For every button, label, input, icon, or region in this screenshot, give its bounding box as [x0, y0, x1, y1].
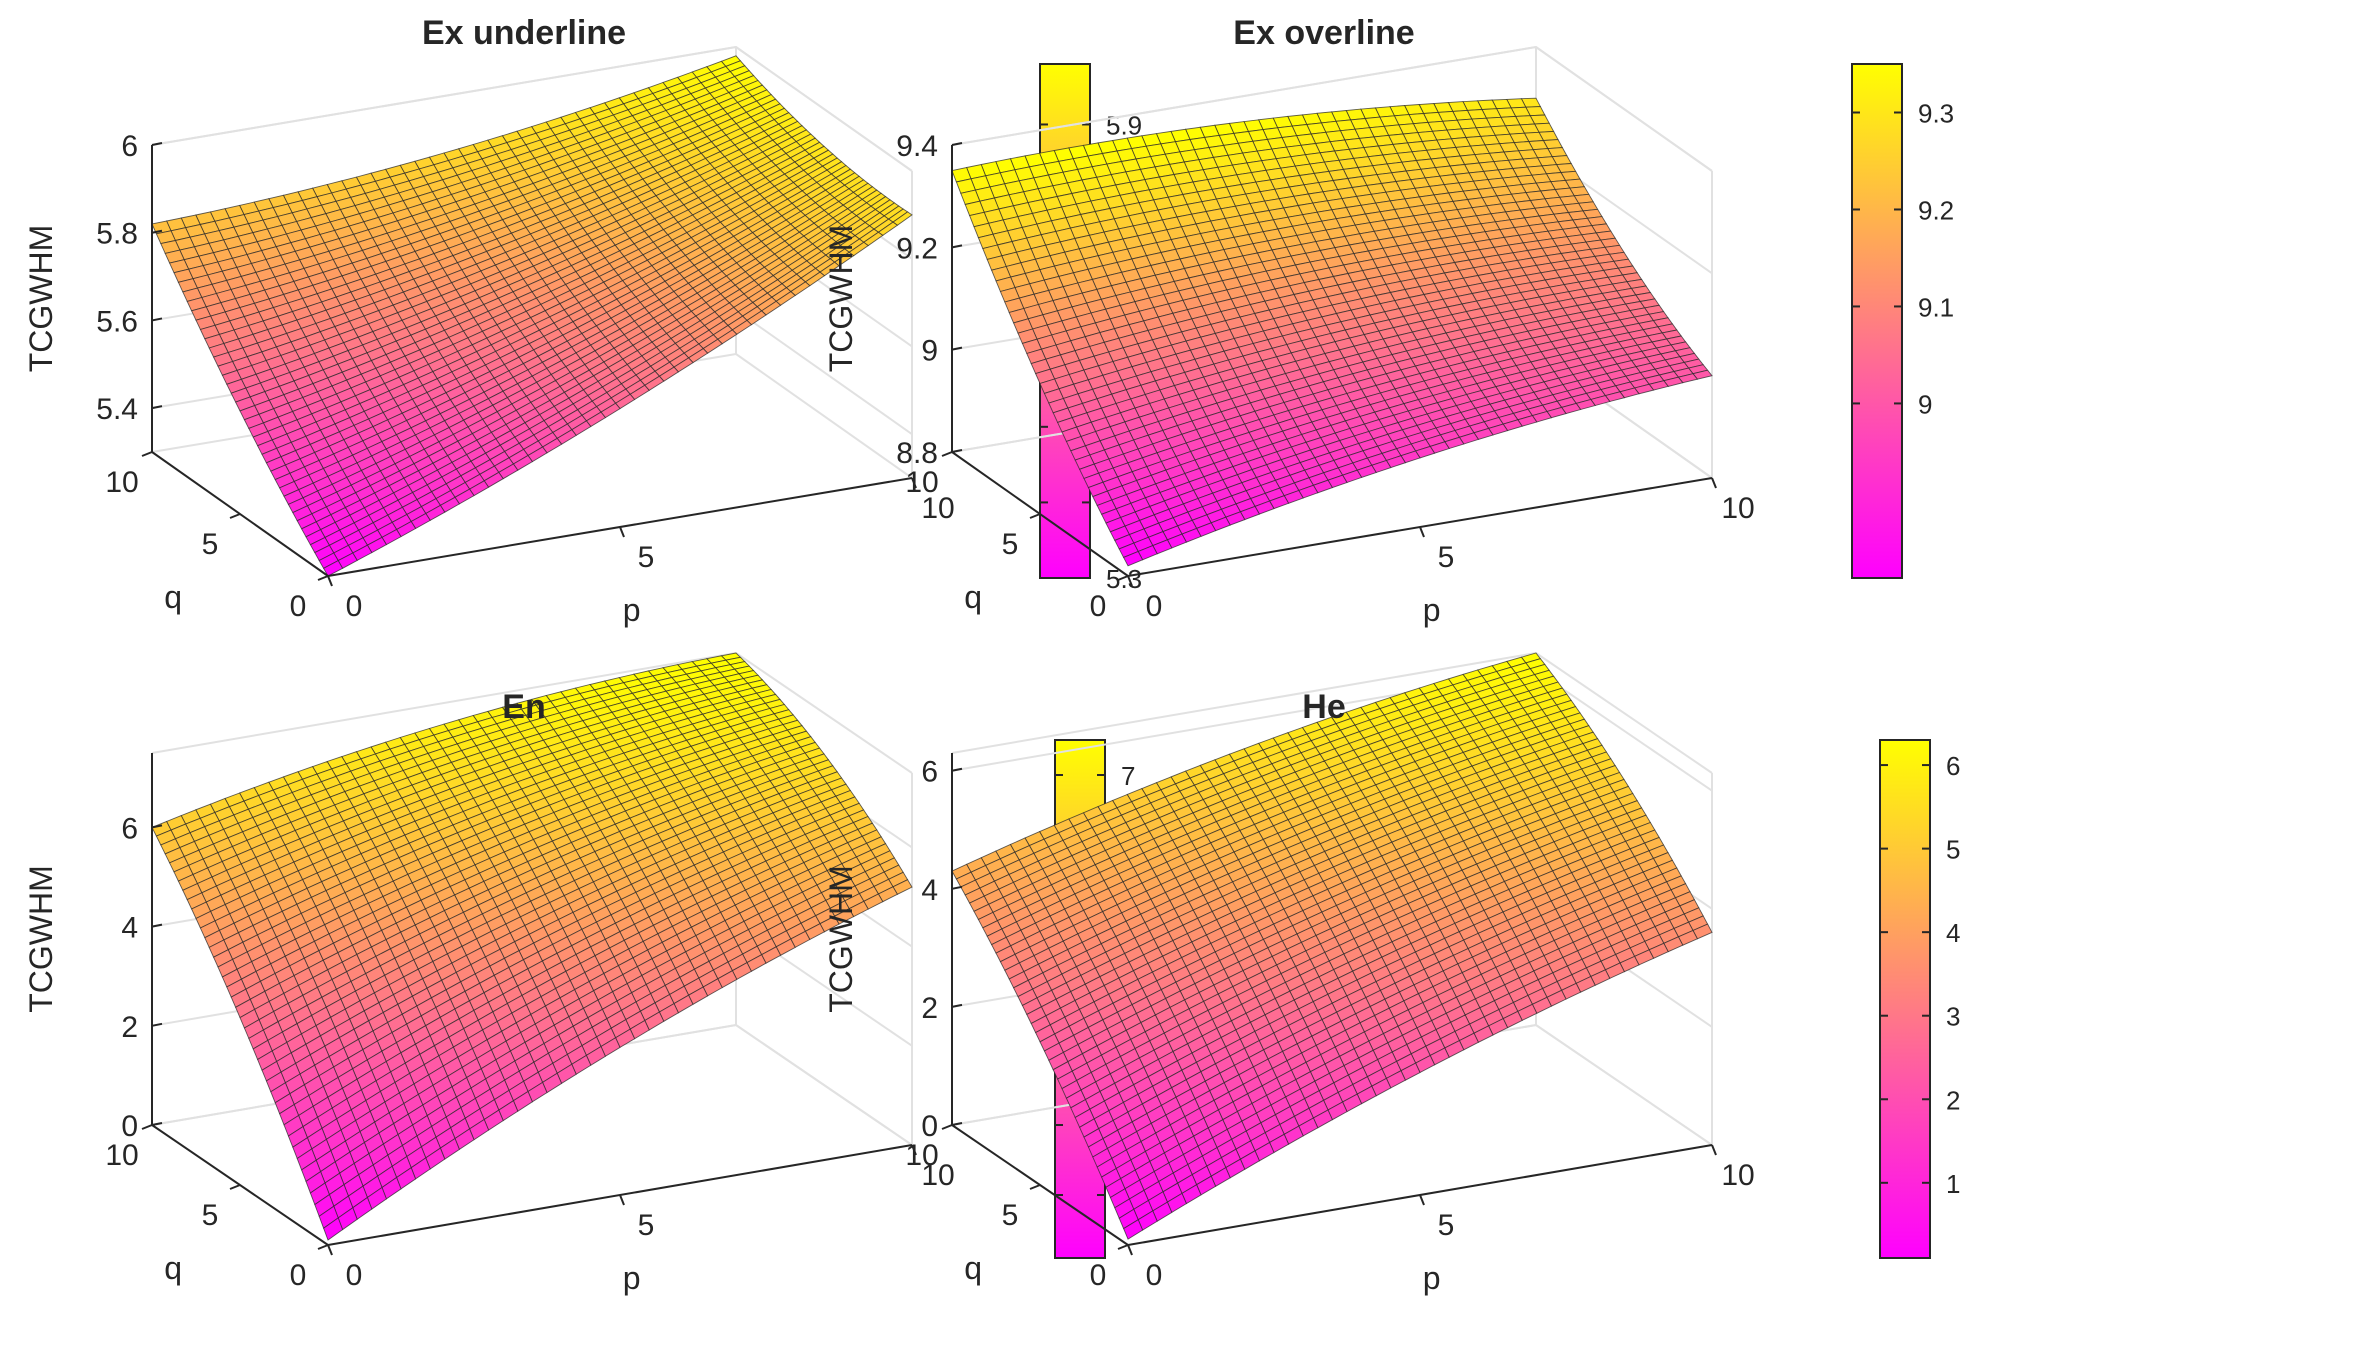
z-axis-label: TCGWHM — [23, 865, 59, 1013]
x-tick-label: 10 — [921, 492, 954, 525]
z-tick-label: 6 — [121, 130, 138, 163]
y-tick-label: 10 — [105, 1139, 138, 1172]
z-tick-label: 2 — [121, 1011, 138, 1044]
x-axis-label: p — [1423, 592, 1441, 628]
y-tick-label: 0 — [1090, 590, 1107, 623]
surface-cell — [322, 559, 344, 577]
colorbar-tick-label: 9.2 — [1918, 195, 1954, 225]
x-tick-label: 10 — [1721, 492, 1754, 525]
z-tick-label: 4 — [121, 912, 138, 945]
y-tick-label: 10 — [105, 466, 138, 499]
x-axis-label: p — [623, 592, 641, 628]
colorbar-tick-label: 7 — [1121, 761, 1135, 791]
y-axis-label: q — [964, 579, 982, 615]
x-tick-label: 0 — [346, 590, 363, 623]
z-tick-label: 5.8 — [96, 218, 138, 251]
x-tick-label: 0 — [1146, 590, 1163, 623]
colorbar: 9 9.1 9.2 9.3 — [1851, 63, 1954, 579]
x-tick-label: 5 — [638, 541, 655, 574]
surface-mesh — [151, 55, 913, 577]
chart-title: En — [502, 688, 545, 726]
surface-mesh — [151, 652, 913, 1241]
y-tick-label: 5 — [202, 528, 219, 561]
y-axis-label: q — [164, 579, 182, 615]
z-tick-label: 9.2 — [896, 232, 938, 265]
y-tick-label: 0 — [290, 1259, 307, 1292]
x-tick-label: 5 — [1438, 541, 1455, 574]
z-tick-label: 5.6 — [96, 305, 138, 338]
surface-panel-1: 0 5 10 0 5 10 5.4 5.6 5.8 6 p q TCGWHM Ex underline 5.… — [23, 14, 1142, 628]
x-axis-label: p — [623, 1260, 641, 1296]
y-tick-label: 5 — [202, 1199, 219, 1232]
z-axis-label: TCGWHM — [23, 225, 59, 373]
axes-lines — [141, 142, 917, 587]
z-tick-label: 9.4 — [896, 130, 938, 163]
z-tick-label: 6 — [121, 812, 138, 845]
surface-mesh — [951, 97, 1713, 567]
y-tick-label: 10 — [905, 466, 938, 499]
y-tick-label: 0 — [290, 590, 307, 623]
chart-title: Ex underline — [422, 14, 626, 52]
z-axis-label: TCGWHM — [823, 225, 859, 373]
z-tick-label: 9 — [921, 335, 938, 368]
colorbar-gradient — [1851, 63, 1903, 579]
colorbar-tick-label: 9.3 — [1918, 98, 1954, 128]
x-tick-label: 5 — [638, 1209, 655, 1242]
x-tick-label: 0 — [346, 1259, 363, 1292]
z-tick-label: 8.8 — [896, 437, 938, 470]
y-tick-label: 5 — [1002, 528, 1019, 561]
y-axis-label: q — [164, 1250, 182, 1286]
z-tick-label: 0 — [121, 1110, 138, 1143]
colorbar-tick-label: 5.3 — [1106, 564, 1142, 594]
z-tick-label: 5.4 — [96, 393, 138, 426]
chart-title: Ex overline — [1233, 14, 1414, 52]
colorbar-tick-label: 9.1 — [1918, 292, 1954, 322]
colorbar-tick-label: 9 — [1918, 389, 1932, 419]
